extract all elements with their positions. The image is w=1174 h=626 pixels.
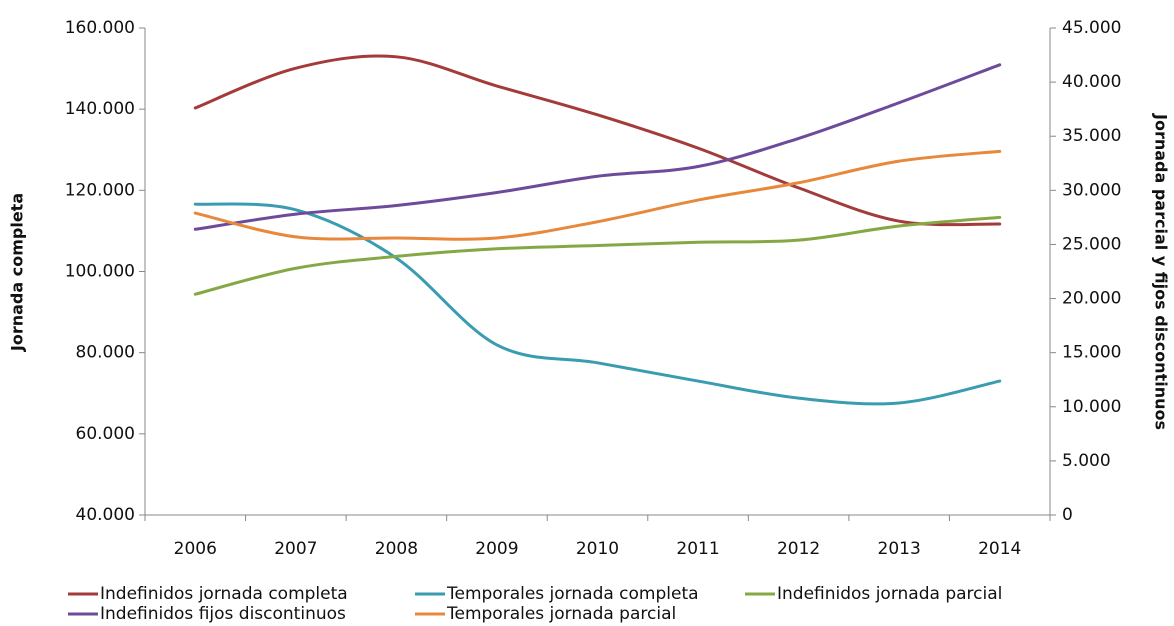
series-line [193, 215, 1002, 296]
y2-tick-label: 30.000 [1062, 180, 1121, 200]
y-tick-label: 60.000 [76, 424, 135, 444]
y-tick-label: 100.000 [65, 262, 135, 282]
legend-label: Indefinidos jornada completa [100, 584, 348, 604]
y2-tick-label: 45.000 [1062, 18, 1121, 38]
y-tick-label: 80.000 [76, 343, 135, 363]
y2-tick-label: 20.000 [1062, 289, 1121, 309]
y2-tick-label: 40.000 [1062, 72, 1121, 92]
x-tick-label: 2014 [978, 539, 1021, 559]
y2-tick-label: 0 [1062, 505, 1073, 525]
y2-tick-label: 5.000 [1062, 451, 1111, 471]
y-tick-label: 140.000 [65, 99, 135, 119]
x-tick-label: 2010 [576, 539, 619, 559]
legend-label: Indefinidos jornada parcial [777, 584, 1002, 604]
x-tick-label: 2006 [174, 539, 217, 559]
y2-tick-label: 35.000 [1062, 126, 1121, 146]
legend-label: Temporales jornada completa [446, 584, 699, 604]
x-tick-label: 2009 [475, 539, 518, 559]
series-line [193, 202, 1002, 406]
y-tick-label: 120.000 [65, 180, 135, 200]
x-tick-label: 2013 [878, 539, 921, 559]
y-tick-label: 40.000 [76, 505, 135, 525]
series-line [193, 54, 1002, 227]
y2-tick-label: 25.000 [1062, 234, 1121, 254]
y-axis-title: Jornada completa [8, 193, 27, 352]
y-tick-label: 160.000 [65, 18, 135, 38]
x-tick-label: 2007 [274, 539, 317, 559]
series-line [193, 63, 1002, 231]
legend-label: Indefinidos fijos discontinuos [100, 604, 346, 624]
x-tick-label: 2008 [375, 539, 418, 559]
x-tick-label: 2012 [777, 539, 820, 559]
y2-tick-label: 10.000 [1062, 397, 1121, 417]
legend-label: Temporales jornada parcial [446, 604, 676, 624]
x-tick-label: 2011 [676, 539, 719, 559]
series-line [193, 149, 1002, 241]
y2-tick-label: 15.000 [1062, 343, 1121, 363]
y2-axis-title: Jornada parcial y fijos discontinuos [1152, 113, 1171, 430]
